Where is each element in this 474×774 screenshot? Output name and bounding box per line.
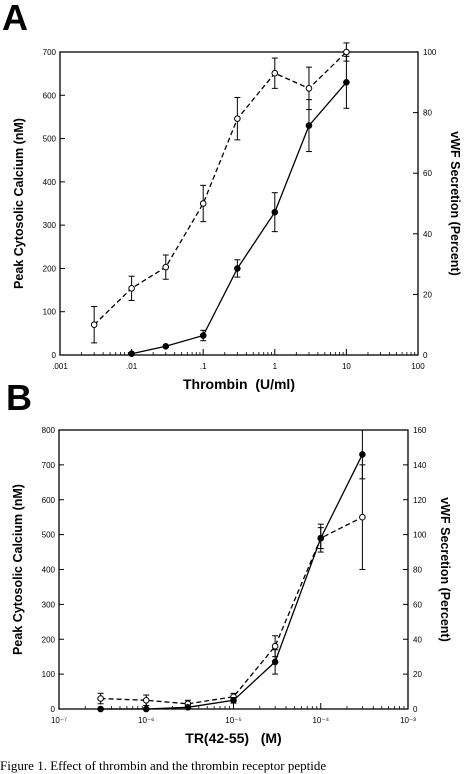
- data-point-open: [271, 69, 279, 77]
- y2-tick-label: 100: [413, 531, 427, 540]
- y-tick-label: 200: [42, 635, 56, 644]
- y-tick-label: 400: [42, 566, 56, 575]
- data-point-filled: [271, 658, 279, 666]
- x-tick-label: 1: [273, 362, 278, 371]
- x-tick-label: .01: [126, 362, 138, 371]
- x-tick-label: 10⁻³: [400, 716, 416, 725]
- y-axis-title: Peak Cytosolic Calcium (nM): [12, 118, 26, 289]
- data-point-filled: [97, 705, 104, 713]
- data-point-filled: [162, 343, 170, 350]
- x-tick-label: 10⁻⁶: [138, 716, 154, 725]
- y2-axis-title: vWF Secretion (Percent): [438, 497, 452, 641]
- y-tick-label: 0: [51, 705, 56, 714]
- data-point-filled: [317, 534, 325, 542]
- x-tick-label: 10⁻⁵: [225, 716, 241, 725]
- y-tick-label: 100: [42, 670, 56, 679]
- x-axis-title: TR(42-55) (M): [185, 730, 281, 746]
- x-tick-label: .1: [200, 362, 207, 371]
- y-tick-label: 600: [43, 91, 57, 100]
- data-point-filled: [305, 122, 313, 129]
- y2-tick-label: 140: [413, 461, 427, 470]
- data-point-open: [199, 200, 207, 207]
- data-point-open: [305, 85, 313, 92]
- data-point-filled: [234, 265, 241, 272]
- y-tick-label: 600: [42, 496, 56, 505]
- series-line-dashed: [93, 51, 347, 326]
- figure-caption: Figure 1. Effect of thrombin and the thr…: [0, 758, 327, 773]
- data-point-filled: [359, 451, 366, 458]
- y2-tick-label: 60: [423, 169, 432, 178]
- data-point-filled: [199, 332, 207, 339]
- panel-letter-a: A: [2, 0, 28, 38]
- y-tick-label: 800: [42, 426, 56, 435]
- series-line-solid: [131, 81, 347, 355]
- data-point-filled: [230, 696, 237, 704]
- data-point-open: [234, 115, 241, 122]
- data-point-open: [271, 642, 279, 650]
- y2-tick-label: 60: [413, 600, 422, 609]
- y-tick-label: 100: [43, 308, 57, 317]
- y2-tick-label: 80: [423, 109, 432, 118]
- x-tick-label: 10: [342, 362, 351, 371]
- y-tick-label: 700: [42, 461, 56, 470]
- data-point-open: [90, 321, 98, 329]
- data-point-filled: [271, 208, 279, 216]
- y2-tick-label: 40: [423, 230, 432, 239]
- y2-tick-label: 0: [423, 351, 428, 360]
- y-tick-label: 0: [52, 351, 57, 360]
- y2-tick-label: 100: [423, 48, 437, 57]
- plot-frame: [58, 429, 409, 710]
- y2-axis-title: vWF Secretion (Percent): [448, 131, 462, 275]
- y-tick-label: 500: [42, 531, 56, 540]
- y2-tick-label: 20: [413, 670, 422, 679]
- plot-frame: [59, 51, 419, 356]
- y-tick-label: 500: [43, 135, 57, 144]
- x-tick-label: 100: [411, 362, 425, 371]
- y2-tick-label: 20: [423, 290, 432, 299]
- data-point-open: [128, 285, 135, 292]
- y2-tick-label: 120: [413, 496, 427, 505]
- data-point-filled: [142, 705, 150, 713]
- y-axis-title: Peak Cytosolic Calcium (nM): [11, 484, 25, 655]
- y-tick-label: 200: [43, 264, 57, 273]
- y2-tick-label: 160: [413, 426, 427, 435]
- data-point-open: [142, 696, 150, 704]
- y-tick-label: 700: [43, 48, 57, 57]
- x-tick-label: 10⁻⁴: [312, 716, 329, 725]
- series-line-solid: [100, 454, 363, 710]
- data-point-filled: [184, 703, 192, 711]
- data-point-filled: [343, 79, 350, 86]
- y2-tick-label: 40: [413, 635, 422, 644]
- x-axis-title: Thrombin (U/ml): [183, 376, 295, 392]
- x-tick-label: 10⁻⁷: [51, 716, 67, 725]
- x-tick-label: .001: [52, 362, 68, 371]
- y2-tick-label: 80: [413, 566, 422, 575]
- chart-a: .001 .01 .1 1 10 100 0 100 200 300 400 500 600 700 0 20…: [12, 42, 462, 392]
- data-point-open: [162, 263, 170, 271]
- data-point-open: [97, 695, 104, 702]
- data-point-open: [359, 513, 366, 521]
- y-tick-label: 300: [42, 600, 56, 609]
- chart-b: 10⁻⁷ 10⁻⁶ 10⁻⁵ 10⁻⁴ 10⁻³01002003004005006007…: [11, 426, 452, 746]
- panel-letter-b: B: [6, 377, 32, 418]
- series-line-dashed: [100, 516, 363, 705]
- data-point-filled: [128, 350, 135, 358]
- y-tick-label: 300: [43, 221, 57, 230]
- y-tick-label: 400: [43, 178, 57, 187]
- y2-tick-label: 0: [413, 705, 418, 714]
- data-point-open: [343, 48, 350, 56]
